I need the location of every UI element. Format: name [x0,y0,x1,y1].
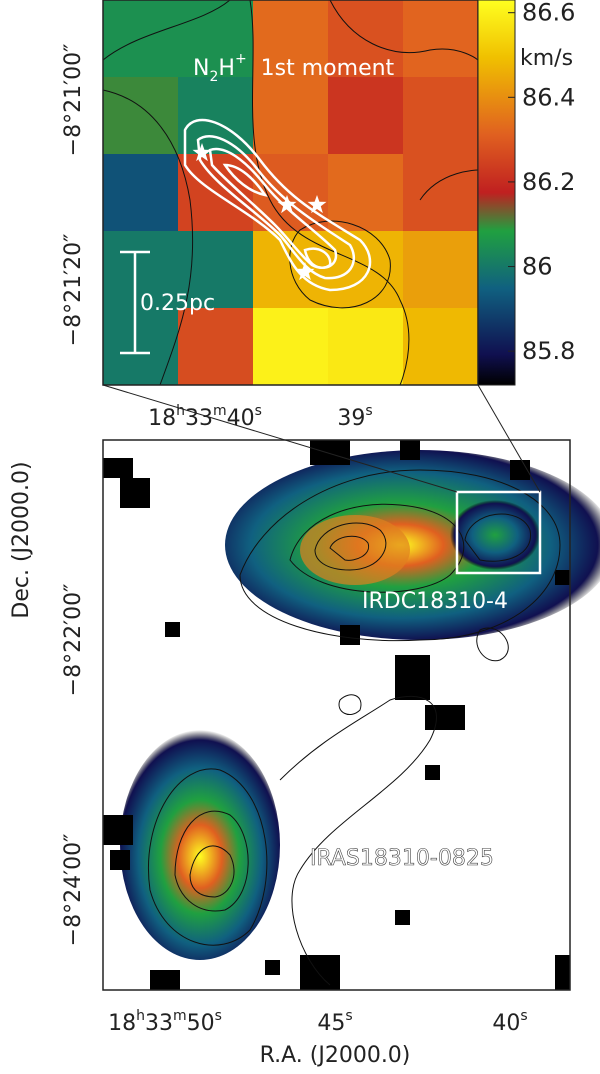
contour [196,135,356,280]
title-part: N [193,56,209,81]
contour [303,247,332,269]
x-tick-label: 39s [337,403,372,431]
label-part: s [365,403,372,419]
label-part: 50 [187,1011,215,1036]
colorbar-tick-label: 86.6 [522,0,575,27]
contour [183,118,372,292]
heatmap-cell [253,0,329,78]
title-part: + [235,51,247,67]
heatmap-cell [403,154,479,232]
colorbar-label: km/s [520,46,573,71]
heatmap-cell [103,154,179,232]
x-tick-label: 40s [492,1008,527,1036]
heatmap-cell [403,308,479,386]
label-part: s [520,1008,527,1024]
heatmap-cell [403,0,479,78]
x-tick-labels: 18h33m50s 45s 40s [108,1008,528,1036]
label-part: 33 [185,406,213,431]
x-tick-label: 45s [317,1008,352,1036]
contours [148,469,561,986]
label-part: s [255,403,262,419]
star-marker [295,262,315,281]
colorbar-tick-label: 86 [522,253,553,281]
label-part: 40 [227,406,255,431]
title-part: H [218,56,235,81]
label-part: 40 [492,1011,520,1036]
heatmap-cell [403,231,479,309]
contour [102,89,194,386]
contour [249,0,410,386]
label-part: m [213,403,227,419]
x-tick-label: 18h33m50s [108,1008,222,1036]
label-part: m [173,1008,187,1024]
panel-title: N2H+ 1st moment [193,51,395,85]
contours [102,0,479,386]
emission [450,500,540,570]
heatmap-cell [328,77,404,155]
plot-frame [102,439,571,991]
contour [102,0,231,61]
heatmap-cell [328,154,404,232]
heatmap-cell [178,308,254,386]
x-tick-label: 18h33m40s [148,403,262,431]
heatmap-cell [103,308,179,386]
star-marker [307,195,327,214]
label-part: 18 [108,1011,136,1036]
source-label: IRDC18310-4 [362,589,508,614]
scale-bar [120,250,150,355]
contours [183,118,372,292]
label-part: 45 [317,1011,345,1036]
label-part: s [215,1008,222,1024]
scale-bar-label: 0.25pc [140,291,215,316]
heatmap-cell [328,231,404,309]
overview-panel: IRDC18310-4 IRAS18310-0825 Dec. (J2000.0… [9,384,600,1068]
zoom-panel: 0.25pc N2H+ 1st moment 85.8 86 86.2 86.4 86.6 km… [61,0,575,431]
heatmap-cell [103,231,179,309]
label-part: h [176,403,185,419]
label-part: s [345,1008,352,1024]
colorbar-tick-label: 86.4 [522,83,575,111]
heatmap-cell [328,0,404,78]
title-part: 2 [209,69,218,85]
y-tick-label: −8°22′00″ [61,584,86,697]
colorbar-tick-label: 85.8 [522,337,575,365]
title-part: 1st moment [261,56,395,81]
zoom-box [455,490,542,575]
heatmap-cell [178,231,254,309]
colorbar [477,0,516,386]
y-tick-label: −8°24′00″ [61,834,86,947]
contour [329,0,479,61]
heatmap-cell [178,77,254,155]
star-marker [277,195,297,214]
y-tick-label: −8°21′20″ [61,234,86,347]
star-marker [192,143,212,162]
noise-pixels [103,440,570,990]
heatmap-cell [403,77,479,155]
y-tick-label: −8°21′00″ [61,44,86,157]
heatmap-cell [253,77,329,155]
heatmap-cell [178,0,254,78]
label-part: h [136,1008,145,1024]
colorbar-tick-label: 86.2 [522,168,575,196]
zoom-line [477,384,541,493]
label-part: 33 [145,1011,173,1036]
contour [289,220,391,309]
label-part: 39 [337,406,365,431]
emission [120,730,280,960]
heatmap-cell [253,308,329,386]
emission [225,450,600,640]
contour [222,163,268,197]
contour [419,169,479,201]
emission [300,515,410,585]
label-part: 18 [148,406,176,431]
heatmap-cell [328,308,404,386]
source-label: IRAS18310-0825 [310,846,494,871]
x-axis-label: R.A. (J2000.0) [260,1043,411,1068]
y-axis-label: Dec. (J2000.0) [9,461,34,618]
heatmap-cell [103,77,179,155]
zoom-line [102,384,458,493]
